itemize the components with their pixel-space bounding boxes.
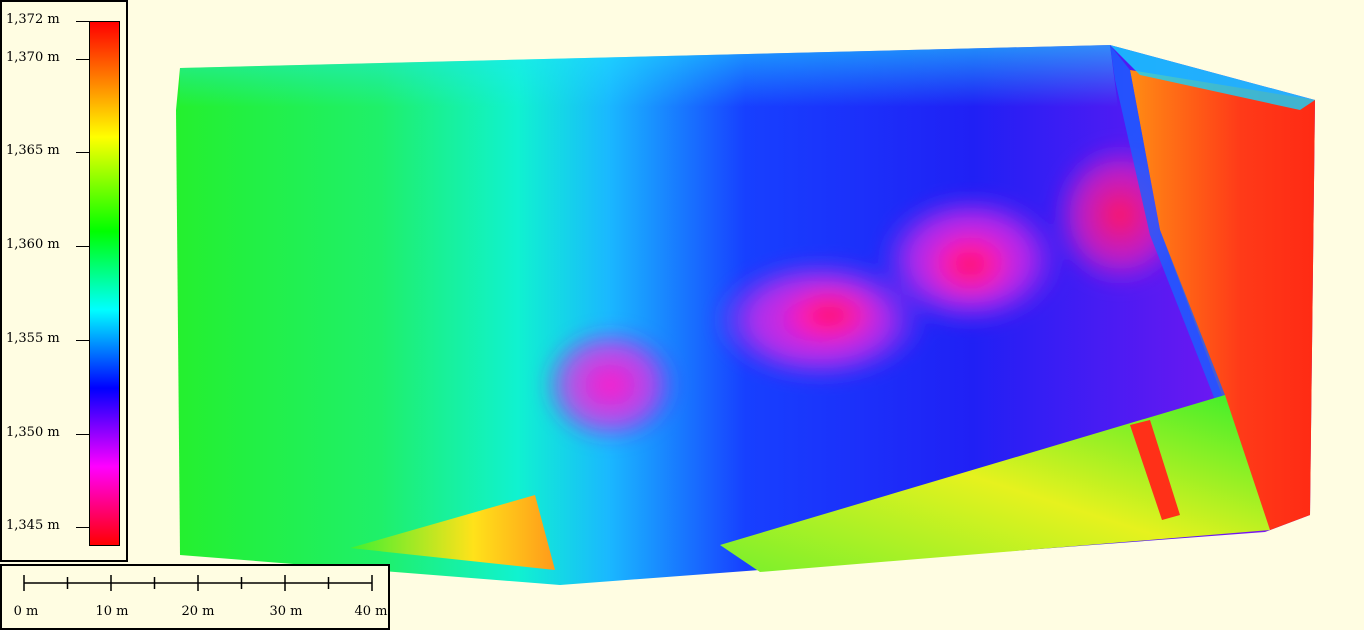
legend-tick-mark [76, 246, 89, 247]
legend-tick-mark [76, 58, 89, 60]
scale-label-20: 20 m [181, 604, 215, 619]
high-wall-region [1130, 70, 1315, 530]
lower-slope [720, 395, 1270, 572]
wall-edge-blue [1110, 45, 1225, 400]
legend-tick-mark [76, 339, 89, 341]
legend-tick-mark [76, 433, 89, 435]
scale-bar: 0 m 10 m 20 m 30 m 40 m [0, 564, 390, 630]
legend-tick-mark [76, 527, 89, 529]
legend-tick-label: 1,360 m [6, 237, 60, 252]
legend-tick-label: 1,365 m [6, 143, 60, 159]
small-slope [350, 495, 555, 570]
color-scale-bar [89, 21, 120, 546]
legend-tick-label: 1,372 m [6, 12, 60, 27]
legend-tick-label: 1,350 m [6, 424, 60, 440]
scale-ruler [23, 575, 373, 591]
legend-tick-label: 1,370 m [6, 49, 60, 65]
wall-edge-cyan [1110, 45, 1315, 110]
scale-label-40: 40 m [354, 604, 388, 619]
elevation-legend: 1,372 m 1,370 m 1,365 m 1,360 m 1,355 m 1,350… [0, 0, 128, 562]
scale-label-30: 30 m [269, 604, 303, 619]
depression-zones [540, 140, 1190, 445]
upper-cyan-wash [180, 45, 1130, 200]
legend-tick-mark [76, 152, 89, 154]
scale-label-0: 0 m [13, 604, 39, 619]
scale-label-10: 10 m [95, 604, 129, 619]
legend-tick-label: 1,355 m [6, 330, 60, 346]
legend-tick-label: 1,345 m [6, 518, 60, 534]
legend-tick-mark [76, 21, 89, 22]
red-strip [1130, 420, 1180, 520]
